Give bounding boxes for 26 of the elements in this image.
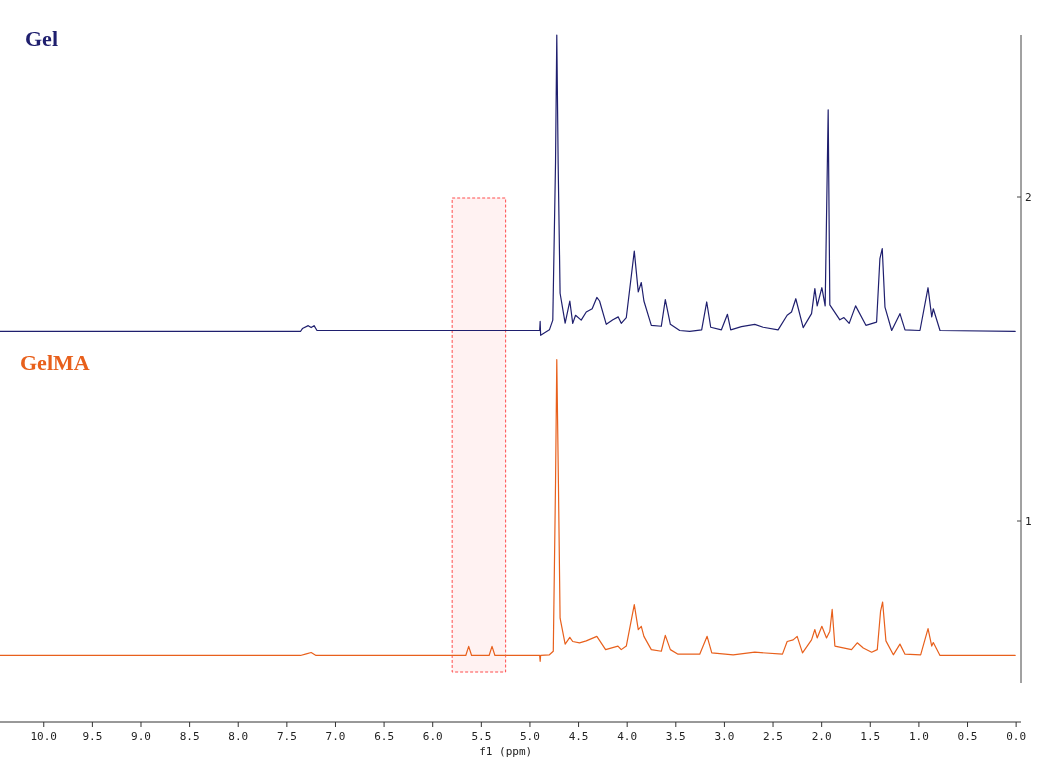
x-tick-label: 4.0 — [617, 730, 638, 743]
x-tick-label: 10.0 — [30, 730, 58, 743]
x-tick-label: 2.5 — [763, 730, 783, 743]
x-tick-label: 1.5 — [860, 730, 881, 743]
y-tick-label: 2 — [1025, 191, 1032, 204]
x-tick-label: 5.0 — [520, 730, 540, 743]
text: GelMA — [20, 350, 90, 376]
x-tick-label: 1.0 — [908, 730, 929, 743]
x-tick-label: 8.0 — [228, 730, 249, 743]
x-tick-label: 7.5 — [276, 730, 297, 743]
x-tick-label: 6.5 — [374, 730, 395, 743]
x-tick-label: 2.0 — [811, 730, 832, 743]
x-tick-label: 3.0 — [714, 730, 735, 743]
x-tick-label: 4.5 — [568, 730, 589, 743]
x-tick-label: 7.0 — [325, 730, 346, 743]
x-tick-label: 8.5 — [179, 730, 200, 743]
x-tick-label: 0.0 — [1006, 730, 1027, 743]
y-tick-label: 1 — [1025, 515, 1032, 528]
x-tick-label: 0.5 — [957, 730, 978, 743]
x-tick-label: 5.5 — [471, 730, 492, 743]
x-tick-label: 9.0 — [131, 730, 151, 743]
x-tick-label: 9.5 — [82, 730, 103, 743]
text: Gel — [25, 26, 58, 52]
x-tick-label: 3.5 — [665, 730, 686, 743]
x-axis-title: f1 (ppm) — [479, 745, 533, 758]
x-tick-label: 6.0 — [422, 730, 443, 743]
